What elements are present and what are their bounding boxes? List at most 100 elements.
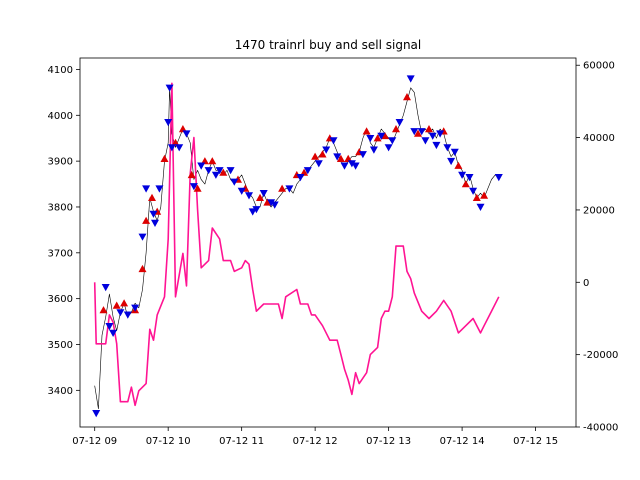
sell-signal-marker: [285, 185, 294, 193]
buy-signal-marker: [454, 161, 463, 169]
buy-signal-marker: [263, 198, 272, 206]
right-y-tick-label: -40000: [583, 423, 618, 434]
buy-signal-marker: [311, 152, 320, 160]
x-tick-label: 07-12 15: [513, 436, 558, 447]
plot-frame: [79, 57, 577, 428]
sell-signal-marker: [237, 187, 246, 195]
sell-signal-marker: [395, 119, 404, 127]
buy-signal-marker: [138, 264, 147, 273]
buy-signal-marker: [112, 301, 121, 309]
left-y-tick-label: 3800: [48, 202, 73, 213]
sell-signal-marker: [476, 203, 485, 211]
right-y-tick-label: 60000: [583, 61, 615, 72]
buy-signal-marker: [99, 306, 108, 314]
sell-signal-marker: [230, 178, 239, 186]
sell-signal-marker: [428, 132, 437, 140]
buy-signal-marker: [187, 170, 196, 179]
buy-signal-marker: [278, 184, 287, 192]
left-y-tick-label: 3500: [48, 340, 73, 351]
sell-signal-marker: [406, 75, 415, 83]
buy-signal-marker: [142, 216, 151, 224]
buy-signal-marker: [219, 168, 228, 176]
buy-signal-marker: [148, 193, 156, 201]
sell-signal-marker: [151, 219, 159, 227]
sell-signal-marker: [417, 128, 426, 136]
sell-signal-marker: [155, 185, 164, 193]
sell-signal-marker: [204, 167, 213, 175]
right-y-tick-label: 0: [583, 278, 589, 289]
sell-signal-marker: [267, 199, 276, 207]
sell-signal-marker: [329, 137, 338, 145]
sell-signal-marker: [138, 233, 147, 241]
sell-signal-marker: [347, 160, 356, 168]
sell-signal-marker: [366, 135, 375, 143]
sell-signal-marker: [123, 311, 132, 319]
buy-signal-marker: [208, 157, 217, 165]
sell-signal-marker: [116, 309, 125, 317]
sell-signal-marker: [465, 174, 474, 182]
left-y-tick-label: 4100: [48, 65, 73, 76]
x-tick-label: 07-12 11: [219, 436, 264, 447]
left-y-tick-label: 3700: [48, 248, 73, 259]
sell-signal-marker: [142, 185, 151, 193]
sell-signal-marker: [436, 130, 445, 138]
sell-signal-marker: [165, 84, 174, 92]
chart-title: 1470 trainrl buy and sell signal: [235, 38, 422, 52]
sell-signal-marker: [432, 141, 441, 150]
buy-signal-marker: [373, 134, 382, 142]
sell-signal-marker: [384, 144, 393, 152]
sell-signal-marker: [105, 323, 114, 331]
buy-signal-marker: [480, 191, 489, 199]
sell-signal-marker: [131, 304, 140, 312]
sell-signal-marker: [197, 162, 206, 170]
sell-signal-marker: [303, 167, 312, 175]
sell-signal-marker: [469, 187, 478, 195]
sell-signal-marker: [388, 137, 397, 145]
sell-signal-marker: [259, 190, 268, 198]
sell-signal-marker: [211, 171, 220, 179]
sell-signal-marker: [245, 192, 253, 200]
left-y-tick-label: 3900: [48, 157, 73, 168]
x-tick-label: 07-12 13: [366, 436, 411, 447]
buy-signal-marker: [193, 184, 202, 192]
sell-signal-marker: [270, 201, 279, 209]
buy-signal-marker: [392, 125, 400, 133]
sell-signal-marker: [215, 167, 224, 175]
sell-signal-marker: [189, 183, 198, 191]
sell-signal-marker: [447, 157, 456, 166]
buy-signal-marker: [160, 154, 169, 162]
x-tick-label: 07-12 12: [293, 436, 338, 447]
right-y-tick-label: -20000: [583, 350, 618, 361]
sell-signal-marker: [450, 148, 459, 156]
sell-signal-marker: [252, 206, 261, 214]
sell-signal-marker: [351, 162, 360, 170]
x-tick-label: 07-12 14: [440, 436, 485, 447]
buy-signal-marker: [461, 180, 470, 188]
sell-signal-marker: [314, 160, 323, 168]
buy-signal-marker: [472, 193, 481, 201]
sell-signal-marker: [101, 284, 110, 292]
sell-signal-marker: [410, 128, 419, 136]
sell-signal-marker: [149, 210, 158, 218]
series-line-1: [94, 87, 499, 409]
sell-signal-marker: [377, 132, 386, 140]
x-tick-label: 07-12 10: [146, 436, 191, 447]
buy-signal-marker: [403, 93, 411, 101]
sell-signal-marker: [296, 174, 305, 182]
sell-signal-marker: [458, 171, 467, 179]
buy-signal-marker: [425, 125, 433, 133]
buy-signal-marker: [380, 131, 389, 140]
sell-signal-marker: [494, 174, 503, 182]
sell-signal-marker: [421, 137, 430, 145]
right-y-tick-label: 20000: [583, 205, 615, 216]
sell-signal-marker: [443, 144, 452, 152]
buy-signal-marker: [256, 193, 264, 201]
sell-signal-marker: [358, 151, 367, 159]
buy-signal-marker: [336, 154, 345, 162]
sell-signal-marker: [167, 144, 176, 152]
sell-signal-marker: [182, 130, 191, 138]
sell-signal-marker: [226, 167, 235, 175]
sell-signal-marker: [92, 410, 101, 418]
buy-signal-marker: [362, 127, 371, 135]
